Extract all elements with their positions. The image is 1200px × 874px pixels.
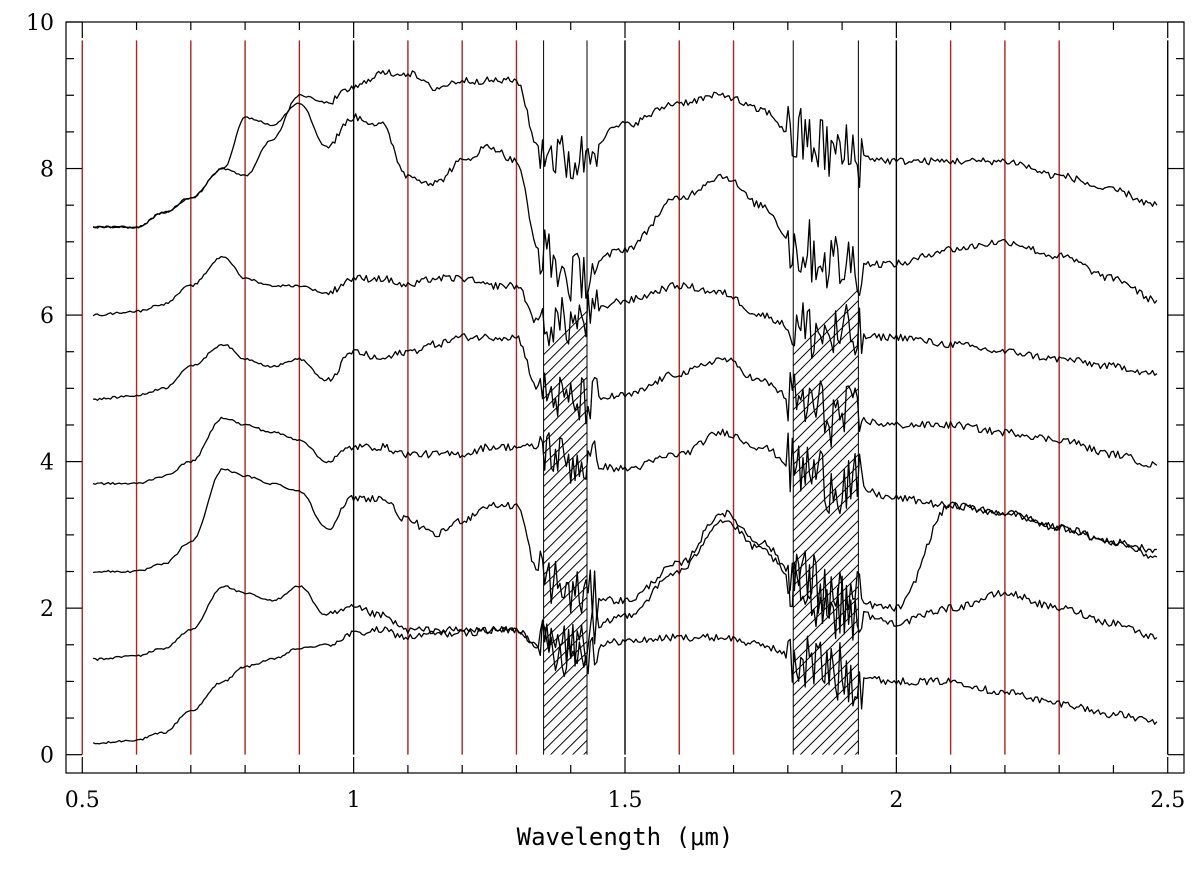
y-tick-label: 8 xyxy=(40,158,54,183)
hatched-regions xyxy=(543,40,859,755)
reference-lines xyxy=(81,40,1169,755)
y-tick-label: 4 xyxy=(40,451,54,476)
x-tick-label: 2 xyxy=(889,788,903,813)
spectrum-line xyxy=(92,620,1158,745)
y-tick-label: 6 xyxy=(40,304,54,329)
hatched-region xyxy=(543,40,588,755)
spectrum-line xyxy=(92,416,1157,554)
hatched-region xyxy=(792,40,859,755)
x-axis-label: Wavelength (μm) xyxy=(517,823,734,851)
spectrum-line xyxy=(93,69,1158,229)
spectra-series xyxy=(92,69,1158,745)
spectrum-line xyxy=(93,333,1158,468)
x-tick-label: 0.5 xyxy=(65,788,100,813)
spectrum-line xyxy=(92,468,1158,631)
y-tick-label: 10 xyxy=(26,11,54,36)
y-tick-labels: 0 2 4 6 8 10 xyxy=(26,11,54,769)
y-tick-label: 2 xyxy=(40,597,54,622)
x-tick-label: 1 xyxy=(347,788,361,813)
x-tick-label: 2.5 xyxy=(1150,788,1185,813)
x-tick-labels: 0.5 1 1.5 2 2.5 xyxy=(65,788,1185,813)
spectrum-line xyxy=(92,255,1158,376)
spectrum-line xyxy=(93,519,1158,667)
y-tick-label: 0 xyxy=(40,744,54,769)
spectrum-line xyxy=(92,102,1158,304)
x-tick-label: 1.5 xyxy=(608,788,643,813)
axis-ticks xyxy=(66,21,1184,773)
